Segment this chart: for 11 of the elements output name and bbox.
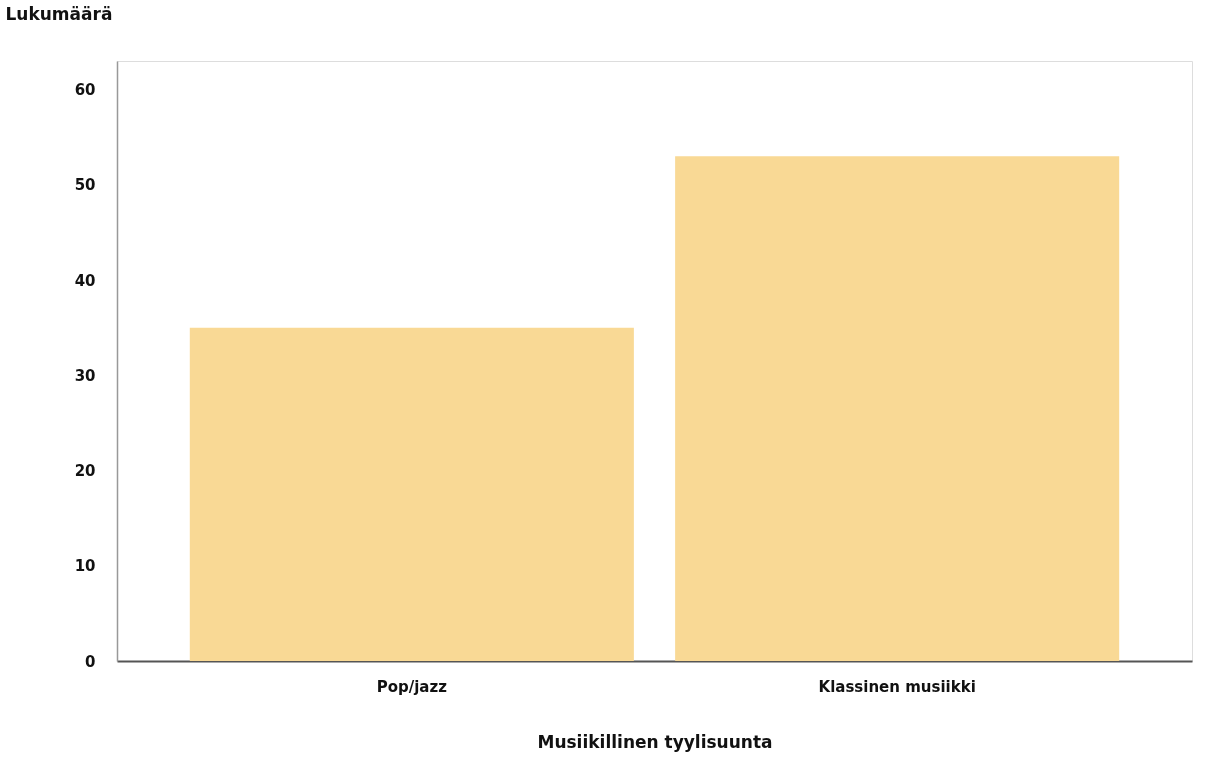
y-tick-label: 30 <box>74 366 96 385</box>
y-axis-title: Lukumäärä <box>5 3 113 24</box>
y-tick-label: 60 <box>74 81 96 100</box>
y-tick-label: 20 <box>74 462 96 481</box>
x-axis-title: Musiikillinen tyylisuunta <box>537 731 773 752</box>
y-tick-label: 10 <box>74 557 96 576</box>
y-tick-label: 0 <box>85 652 96 671</box>
x-tick-label: Pop/jazz <box>376 677 448 696</box>
y-tick-label: 50 <box>74 176 96 195</box>
y-tick-label: 40 <box>74 271 96 290</box>
x-tick-label: Klassinen musiikki <box>818 677 976 696</box>
